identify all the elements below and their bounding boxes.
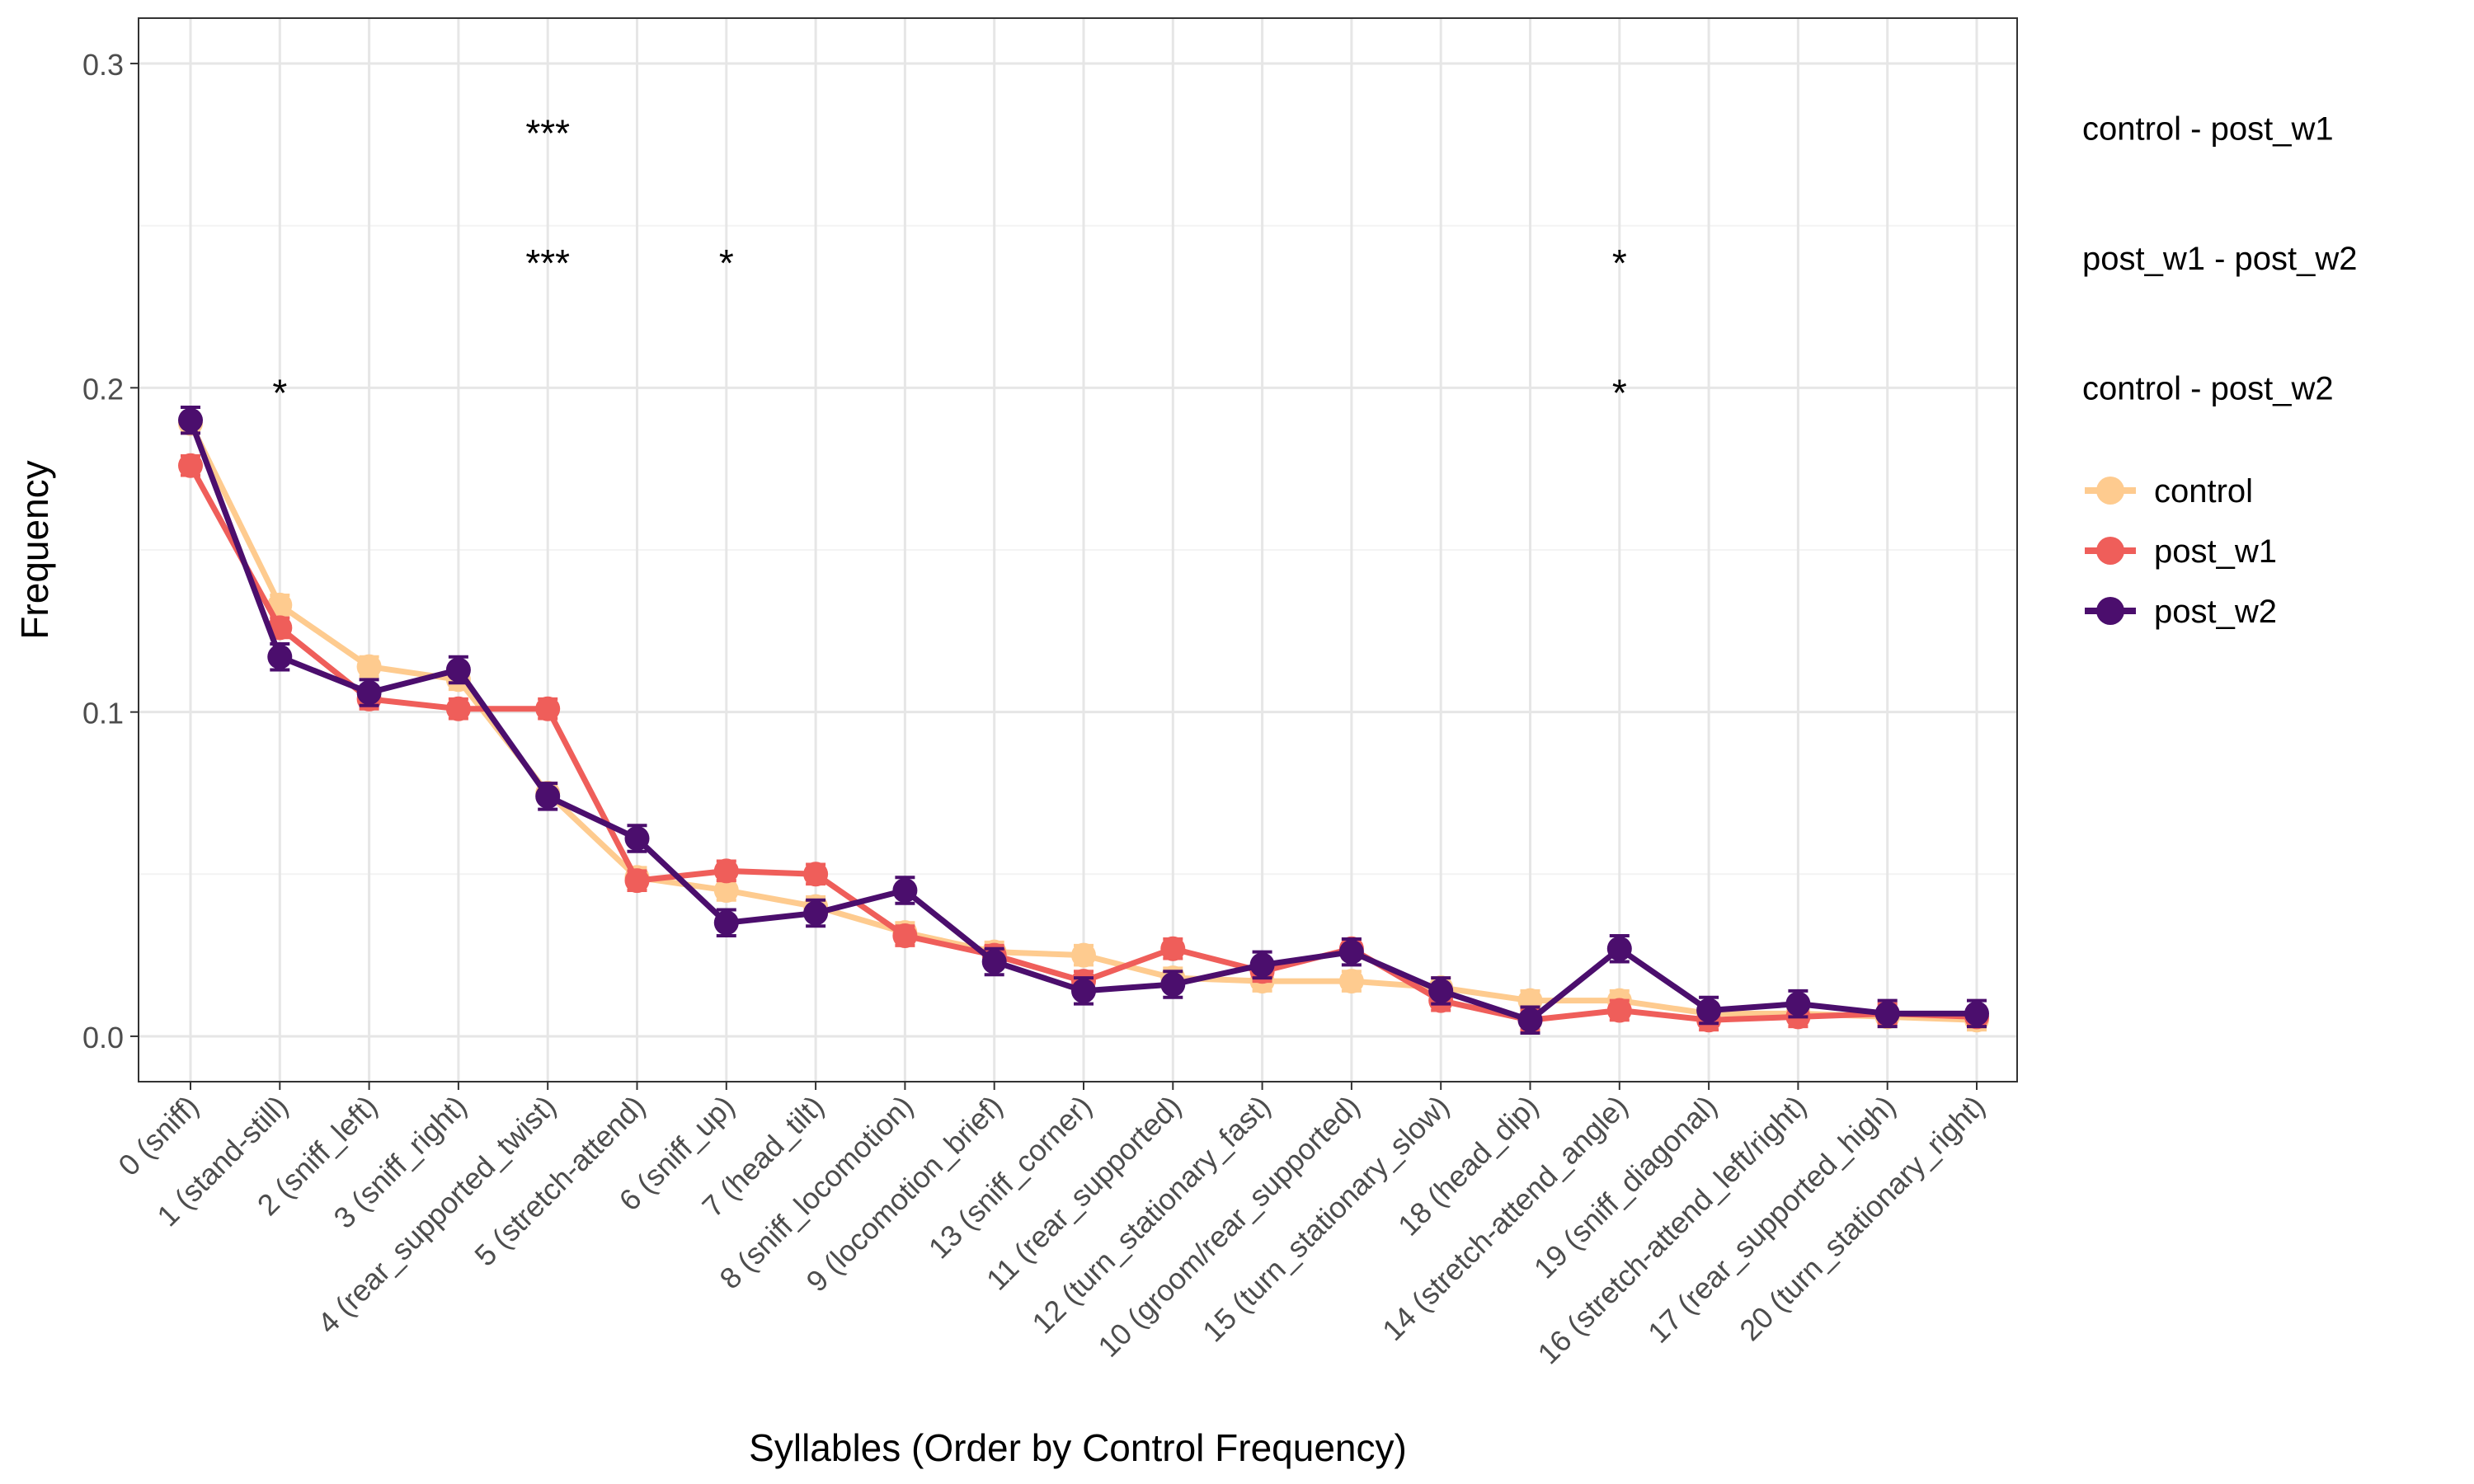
data-point xyxy=(445,696,471,721)
data-point xyxy=(445,657,471,683)
data-point xyxy=(1071,942,1096,968)
y-tick-label: 0.0 xyxy=(82,1021,124,1054)
data-point xyxy=(1696,998,1722,1023)
data-point xyxy=(803,900,829,926)
comparison-label: control - post_w2 xyxy=(2082,370,2334,406)
panel-border xyxy=(138,17,2018,1082)
x-tick-label: 13 (sniff_corner) xyxy=(922,1089,1098,1266)
data-point xyxy=(892,877,918,903)
data-point xyxy=(892,923,918,949)
legend-label: post_w2 xyxy=(2154,594,2277,630)
grid xyxy=(139,18,2017,1082)
significance-mark: * xyxy=(1612,242,1627,284)
significance-mark: * xyxy=(719,242,734,284)
data-point xyxy=(1249,952,1275,978)
x-axis-title: Syllables (Order by Control Frequency) xyxy=(749,1426,1407,1469)
significance-mark: * xyxy=(1612,371,1627,414)
data-point xyxy=(1338,939,1364,965)
legend-label: post_w1 xyxy=(2154,533,2277,570)
y-tick-label: 0.2 xyxy=(82,372,124,406)
y-axis-title: Frequency xyxy=(13,460,56,639)
data-point xyxy=(1428,978,1454,1003)
legend: control post_w1 post_w2 xyxy=(2085,473,2277,630)
data-point xyxy=(178,407,203,433)
legend-item-control: control xyxy=(2085,473,2253,510)
significance-mark: * xyxy=(272,371,287,414)
legend-marker xyxy=(2096,537,2124,565)
data-point xyxy=(1874,1001,1900,1026)
right-panel: control - post_w1 post_w1 - post_w2contro… xyxy=(2082,111,2358,630)
data-point xyxy=(1964,1001,1989,1026)
data-point xyxy=(1606,998,1632,1023)
data-point xyxy=(535,696,561,721)
data-point xyxy=(1517,1007,1543,1033)
significance-mark: *** xyxy=(525,242,570,284)
data-point xyxy=(713,910,739,936)
data-point xyxy=(1160,936,1186,961)
data-point xyxy=(1338,969,1364,994)
significance-layer: ****** * ** * xyxy=(272,112,1627,415)
legend-label: control xyxy=(2154,473,2253,510)
data-point xyxy=(624,868,650,894)
series-layer xyxy=(178,405,1989,1036)
data-point xyxy=(713,858,739,884)
data-point xyxy=(1160,972,1186,998)
data-point xyxy=(356,654,382,679)
legend-marker xyxy=(2096,597,2124,625)
data-point xyxy=(1606,936,1632,961)
data-point xyxy=(1785,991,1811,1017)
data-point xyxy=(356,680,382,706)
comparison-label: post_w1 - post_w2 xyxy=(2082,241,2358,277)
series-post_w2 xyxy=(178,405,1989,1036)
data-point xyxy=(1071,978,1096,1003)
legend-item-post_w2: post_w2 xyxy=(2085,594,2277,630)
data-point xyxy=(624,826,650,852)
data-point xyxy=(267,644,293,669)
data-point xyxy=(803,862,829,887)
data-point xyxy=(981,949,1007,974)
significance-mark: *** xyxy=(525,112,570,155)
data-point xyxy=(713,877,739,903)
comparison-label: control - post_w1 xyxy=(2082,111,2334,148)
y-tick-label: 0.3 xyxy=(82,48,124,82)
y-tick-label: 0.1 xyxy=(82,697,124,730)
legend-item-post_w1: post_w1 xyxy=(2085,533,2277,570)
legend-marker xyxy=(2096,477,2124,505)
data-point xyxy=(535,783,561,809)
data-point xyxy=(178,453,203,478)
